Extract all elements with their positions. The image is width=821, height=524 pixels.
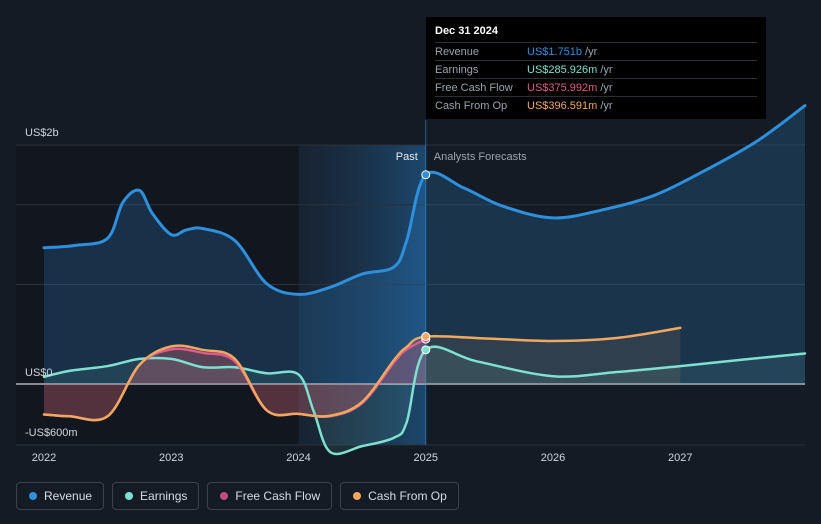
marker-earnings [421,345,431,355]
tooltip-label: Cash From Op [435,99,508,112]
past-region-bg [298,145,426,445]
legend-label: Cash From Op [368,489,447,503]
x-tick-label: 2026 [541,452,565,464]
series-lines [42,104,807,456]
tooltip-row-cash-from-op: Cash From Op US$396.591m /yr [435,96,757,114]
x-tick-label: 2025 [414,452,438,464]
y-label-zero: US$0 [25,367,53,379]
legend-item-revenue[interactable]: Revenue [16,482,105,510]
y-label-top: US$2b [25,127,59,139]
line-earnings [42,345,807,456]
past-label: Past [396,151,418,163]
forecast-label: Analysts Forecasts [434,151,527,163]
legend-dot-icon [220,492,229,500]
line-cash-from-op [42,326,682,422]
tooltip-value: US$285.926m [527,63,598,76]
tooltip-value: US$396.591m [527,99,598,112]
line-revenue [42,104,807,296]
tooltip-label: Free Cash Flow [435,81,513,94]
legend-dot-icon [29,492,37,500]
tooltip-markers [421,170,431,355]
legend: Revenue Earnings Free Cash Flow Cash Fro… [16,482,459,510]
tooltip: Dec 31 2024 Revenue US$1.751b /yr Earnin… [426,17,766,119]
tooltip-label: Earnings [435,63,479,76]
tooltip-row-revenue: Revenue US$1.751b /yr [435,42,757,60]
marker-revenue [421,170,431,180]
area-free-cash-flow [43,339,426,421]
legend-dot-icon [125,492,134,500]
marker-cash-from-op [421,332,431,342]
legend-label: Revenue [44,489,93,503]
legend-item-earnings[interactable]: Earnings [112,482,200,510]
tooltip-date: Dec 31 2024 [435,25,498,37]
tooltip-value: US$375.992m [527,81,598,94]
tooltip-value: US$1.751b [527,45,583,58]
legend-label: Free Cash Flow [235,489,321,503]
tooltip-label: Revenue [435,45,480,58]
tooltip-unit: /yr [585,45,598,58]
tooltip-unit: /yr [600,63,613,76]
area-earnings [43,346,806,454]
area-revenue [43,105,806,384]
x-tick-label: 2023 [159,452,183,464]
legend-item-free-cash-flow[interactable]: Free Cash Flow [207,482,333,510]
legend-item-cash-from-op[interactable]: Cash From Op [340,482,459,510]
y-label-bottom: -US$600m [25,427,78,439]
legend-label: Earnings [140,489,188,503]
tooltip-row-earnings: Earnings US$285.926m /yr [435,60,757,78]
x-tick-label: 2027 [668,452,692,464]
x-tick-label: 2022 [32,452,56,464]
tooltip-unit: /yr [600,81,613,94]
history-region-bg [16,145,299,445]
legend-dot-icon [353,492,362,500]
tooltip-unit: /yr [600,99,613,112]
axis-labels: US$2b US$0 -US$600m 2022 2023 2024 2025 2026 202… [25,127,693,464]
x-tick-label: 2024 [286,452,310,464]
tooltip-row-free-cash-flow: Free Cash Flow US$375.992m /yr [435,78,757,96]
